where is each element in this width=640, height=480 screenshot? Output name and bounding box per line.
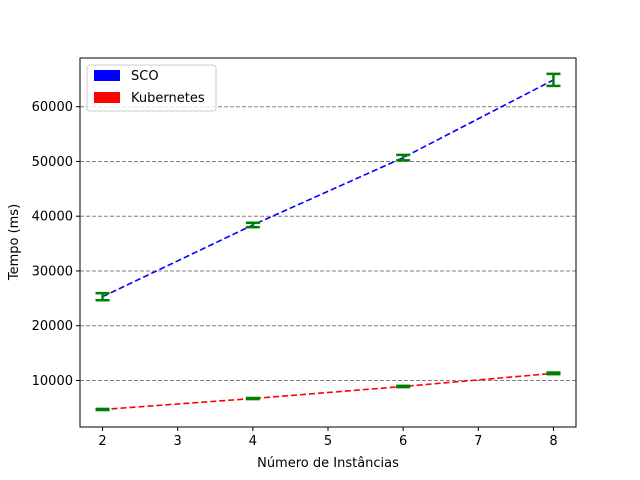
- legend-swatch-sco: [94, 70, 120, 81]
- x-tick-label: 5: [324, 434, 332, 449]
- y-tick-label: 60000: [32, 100, 73, 115]
- plot-frame: [79, 57, 577, 428]
- legend-swatch-kubernetes: [94, 92, 120, 103]
- y-tick-label: 20000: [32, 319, 73, 334]
- legend: SCO Kubernetes: [86, 64, 217, 112]
- legend-label-sco: SCO: [131, 69, 159, 84]
- error-bar: [245, 221, 260, 229]
- y-tick-label: 40000: [32, 210, 73, 225]
- error-bar: [245, 396, 260, 401]
- x-tick-label: 3: [174, 434, 182, 449]
- x-tick-label: 6: [399, 434, 407, 449]
- error-bar: [396, 384, 411, 389]
- grid-lines: [80, 106, 576, 381]
- x-tick-label: 2: [98, 434, 106, 449]
- y-tick-label: 30000: [32, 264, 73, 279]
- error-bar: [95, 291, 110, 302]
- y-tick-label: 50000: [32, 155, 73, 170]
- error-bar: [546, 72, 561, 88]
- series-sco: [95, 72, 561, 302]
- series-line-sco: [102, 79, 554, 298]
- series-kubernetes: [95, 371, 561, 412]
- error-bar: [546, 371, 561, 376]
- x-axis: 2 3 4 5 6 7 8: [98, 427, 558, 449]
- x-tick-label: 8: [549, 434, 557, 449]
- error-bar: [396, 153, 411, 162]
- y-tick-label: 10000: [32, 374, 73, 389]
- x-tick-label: 7: [474, 434, 482, 449]
- error-bar: [95, 407, 110, 412]
- x-tick-label: 4: [249, 434, 257, 449]
- series-line-kubernetes: [102, 372, 554, 411]
- legend-label-kubernetes: Kubernetes: [131, 91, 205, 106]
- series-layer: [95, 72, 561, 412]
- x-axis-label: Número de Instâncias: [257, 456, 399, 471]
- y-axis: 10000 20000 30000 40000 50000 60000: [32, 100, 80, 389]
- y-axis-label: Tempo (ms): [7, 204, 22, 281]
